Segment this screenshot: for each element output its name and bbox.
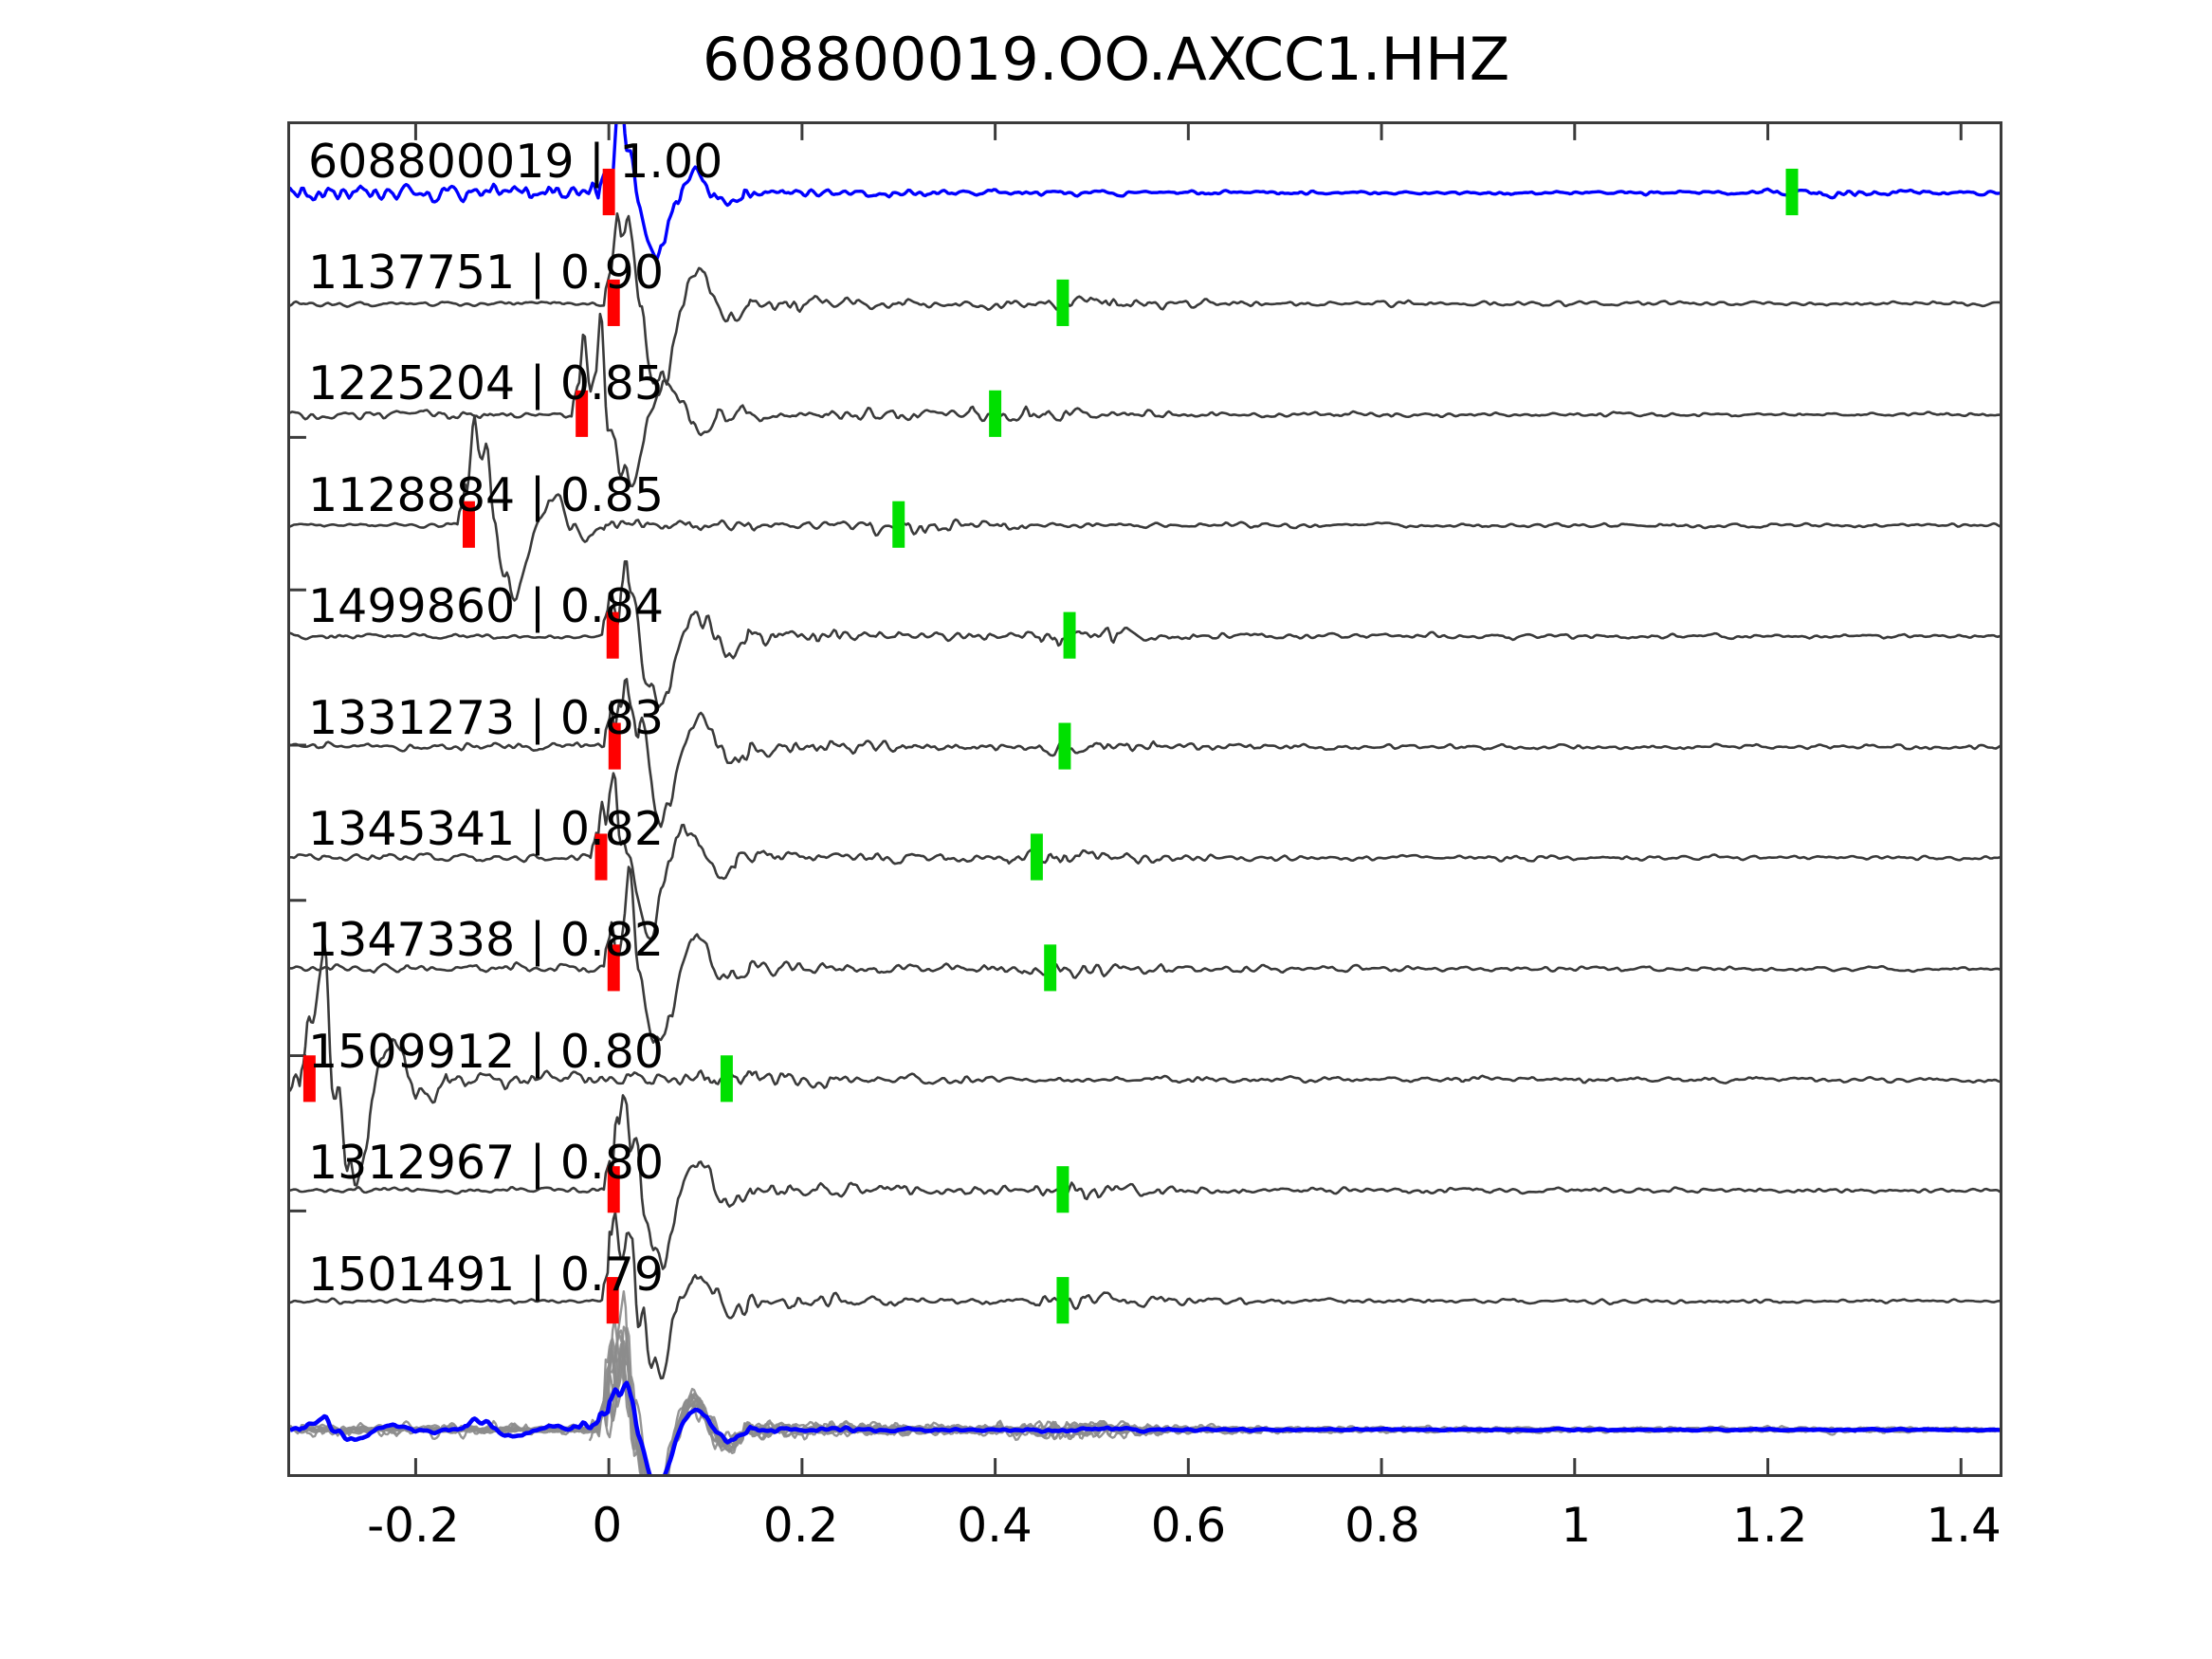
pick-marker-group xyxy=(302,168,1799,1324)
stack-trace xyxy=(290,1339,1996,1474)
trace-label: 1331273 | 0.83 xyxy=(308,690,664,745)
trace-label: 608800019 | 1.00 xyxy=(308,134,723,189)
x-tick-label: -0.2 xyxy=(367,1498,460,1553)
trace-label: 1499860 | 0.84 xyxy=(308,579,664,634)
waveform-trace[interactable] xyxy=(290,414,2000,602)
waveform-canvas xyxy=(290,124,2000,1474)
x-tick-label: 1.2 xyxy=(1731,1498,1808,1553)
waveform-trace[interactable] xyxy=(290,941,2000,1187)
s-pick-marker[interactable] xyxy=(1056,1166,1069,1213)
p-pick-marker[interactable] xyxy=(606,611,619,659)
waveform-trace[interactable] xyxy=(290,312,2000,488)
trace-label: 1509912 | 0.80 xyxy=(308,1024,664,1079)
waveform-trace[interactable] xyxy=(290,772,2000,940)
x-tick-label: 0.6 xyxy=(1150,1498,1227,1553)
axis-ticks-top xyxy=(413,124,1963,140)
x-tick-label-group: -0.2 0 0.2 0.4 0.6 0.8 1 1.2 1.4 xyxy=(0,1498,2212,1564)
stack-trace xyxy=(290,1325,1996,1474)
trace-label: 1137751 | 0.90 xyxy=(308,246,664,301)
s-pick-marker[interactable] xyxy=(720,1055,733,1103)
trace-label: 1128884 | 0.85 xyxy=(308,467,664,522)
waveform-trace[interactable] xyxy=(290,559,2000,708)
trace-group xyxy=(290,124,2000,1380)
waveform-trace[interactable] xyxy=(290,212,2000,386)
stack-trace xyxy=(290,1353,1997,1474)
s-pick-marker[interactable] xyxy=(1056,1277,1069,1324)
trace-label: 1312967 | 0.80 xyxy=(308,1136,664,1191)
s-pick-marker[interactable] xyxy=(989,390,1002,437)
p-pick-marker[interactable] xyxy=(607,1166,620,1213)
waveform-trace[interactable] xyxy=(290,678,2000,829)
plot-axes xyxy=(287,121,2002,1477)
trace-label: 1345341 | 0.82 xyxy=(308,802,664,857)
s-pick-marker[interactable] xyxy=(1785,168,1799,216)
s-pick-marker[interactable] xyxy=(892,501,905,548)
trace-label: 1501491 | 0.79 xyxy=(308,1247,664,1302)
p-pick-marker[interactable] xyxy=(302,1055,316,1103)
stack-trace xyxy=(430,1317,2000,1474)
p-pick-marker[interactable] xyxy=(462,501,475,548)
stack-trace xyxy=(588,1290,2000,1474)
s-pick-marker[interactable] xyxy=(1030,833,1043,881)
waveform-trace[interactable] xyxy=(290,1094,2000,1270)
x-tick-label: 0.4 xyxy=(957,1498,1033,1553)
stack-trace xyxy=(290,1359,1995,1474)
x-tick-label: 0.2 xyxy=(762,1498,839,1553)
stack-trace xyxy=(290,1332,1996,1474)
x-tick-label: 0 xyxy=(592,1498,623,1553)
stack-trace xyxy=(290,1329,2000,1474)
s-pick-marker[interactable] xyxy=(1044,944,1057,992)
waveform-trace[interactable] xyxy=(290,124,2000,261)
x-tick-label: 1.4 xyxy=(1926,1498,2002,1553)
waveform-trace[interactable] xyxy=(290,866,2000,1044)
waveform-trace[interactable] xyxy=(290,1211,2000,1380)
stack-trace xyxy=(298,1342,2000,1474)
p-pick-marker[interactable] xyxy=(594,833,608,881)
s-pick-marker[interactable] xyxy=(1058,722,1071,770)
trace-label: 1225204 | 0.85 xyxy=(308,356,664,411)
p-pick-marker[interactable] xyxy=(607,944,620,992)
p-pick-marker[interactable] xyxy=(608,722,621,770)
p-pick-marker[interactable] xyxy=(576,390,589,437)
s-pick-marker[interactable] xyxy=(1063,611,1076,659)
stack-group xyxy=(290,1290,2000,1474)
x-tick-label: 1 xyxy=(1561,1498,1592,1553)
stack-trace xyxy=(290,1337,1996,1474)
x-tick-label: 0.8 xyxy=(1344,1498,1420,1553)
p-pick-marker[interactable] xyxy=(606,1277,619,1324)
trace-label: 1347338 | 0.82 xyxy=(308,913,664,968)
stack-mean-trace xyxy=(290,1380,2000,1474)
p-pick-marker[interactable] xyxy=(607,279,620,326)
stack-trace xyxy=(317,1326,2000,1474)
axis-ticks-bottom xyxy=(413,1458,1963,1474)
s-pick-marker[interactable] xyxy=(1056,279,1069,326)
p-pick-marker[interactable] xyxy=(602,168,615,216)
page-title: 608800019.OO.AXCC1.HHZ xyxy=(702,25,1510,94)
